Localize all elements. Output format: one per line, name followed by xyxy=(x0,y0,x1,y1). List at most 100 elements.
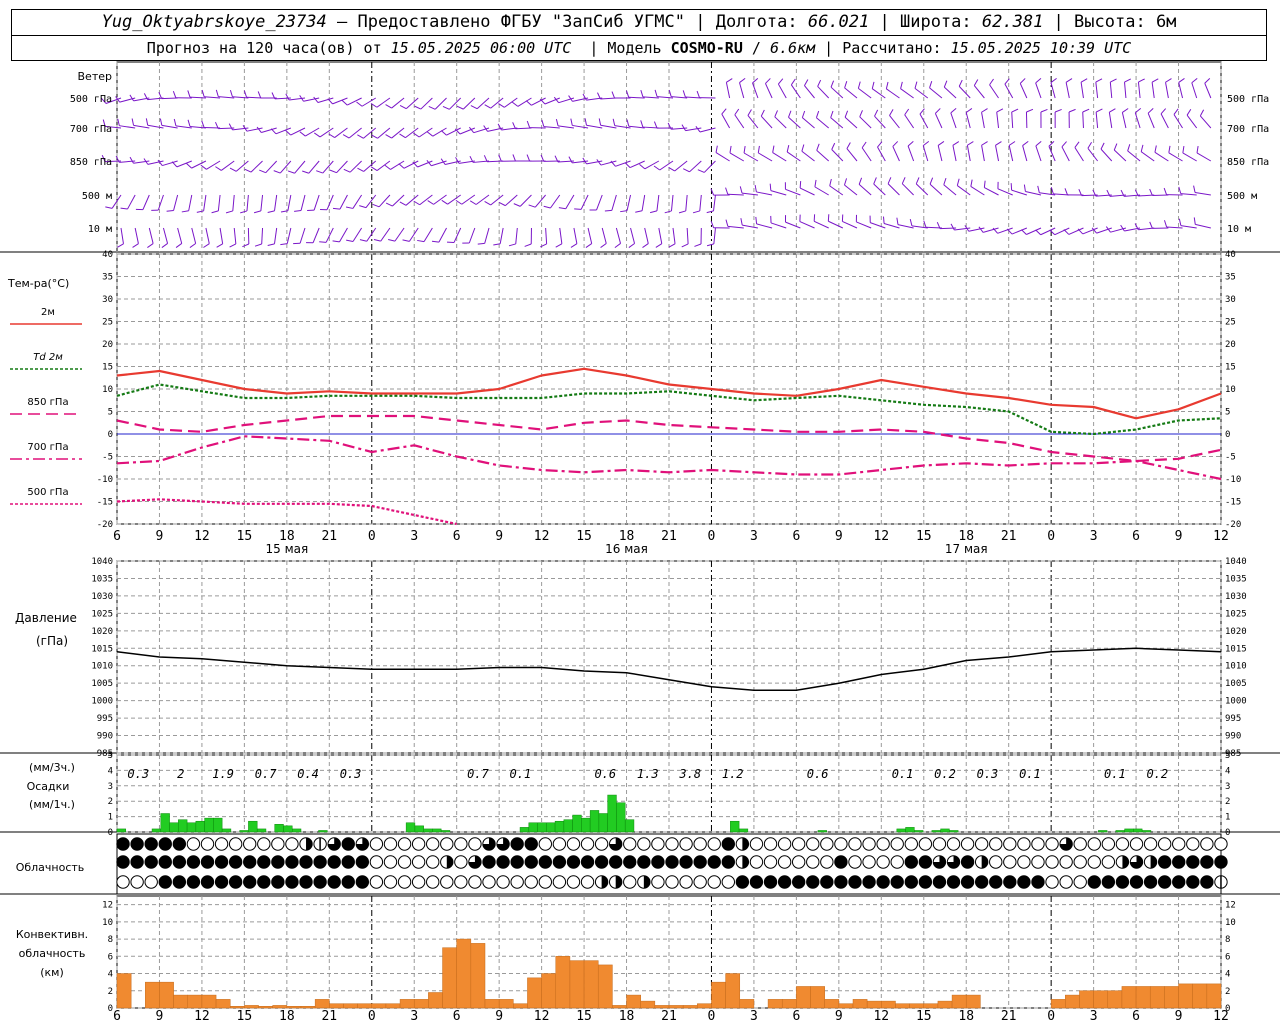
wind-barb-staff xyxy=(816,150,830,162)
hour-tick-label-bottom: 3 xyxy=(1090,1009,1098,1024)
wind-barb-feather xyxy=(228,123,233,131)
wind-barb-feather xyxy=(734,108,740,116)
cloud-symbol xyxy=(594,837,609,851)
wind-barb-feather xyxy=(1080,78,1088,83)
temp-series-line xyxy=(116,435,1222,481)
wind-barb-staff xyxy=(739,82,745,99)
conv-bar xyxy=(300,1006,316,1009)
wind-barb-feather xyxy=(915,177,920,185)
wind-barb-staff xyxy=(760,115,773,129)
wind-barb-feather xyxy=(626,119,630,127)
wind-barb-feather xyxy=(1068,108,1076,113)
wind-barb-feather xyxy=(543,205,551,209)
wind-barb-feather xyxy=(725,219,729,227)
conv-bar xyxy=(1149,986,1165,1009)
wind-barb-staff xyxy=(519,194,532,207)
wind-barb-staff xyxy=(734,114,745,129)
precip-bar xyxy=(204,817,214,833)
precip-bar xyxy=(318,830,328,833)
wind-barb-staff xyxy=(887,183,900,196)
hour-tick-label-bottom: 3 xyxy=(410,1009,418,1024)
wind-barb-staff xyxy=(325,227,334,243)
pres-tick-right: 1015 xyxy=(1225,644,1247,654)
wind-barb-staff xyxy=(671,96,688,99)
conv-bar xyxy=(739,999,755,1009)
precip-bar xyxy=(405,822,416,833)
wind-barb-staff xyxy=(377,127,391,139)
conv-bar xyxy=(838,1003,854,1009)
wind-barb-feather xyxy=(385,104,392,109)
precip-bar xyxy=(940,828,950,833)
cloud-symbol xyxy=(834,837,848,851)
wind-barb-feather xyxy=(584,118,587,126)
wind-level-left: 10 м xyxy=(88,224,112,235)
wind-barb-staff xyxy=(1204,83,1212,99)
cloud-symbol xyxy=(411,855,426,869)
wind-barb-feather xyxy=(772,145,775,153)
hour-tick-label: 6 xyxy=(1132,529,1140,544)
wind-barb-feather xyxy=(710,221,715,228)
hour-tick-label: 15 xyxy=(576,529,592,544)
pres-tick-right: 990 xyxy=(1225,732,1241,742)
wind-barb-feather xyxy=(524,243,532,247)
wind-barb-feather xyxy=(299,95,304,102)
wind-barb-feather xyxy=(157,159,163,166)
wind-barb-feather xyxy=(871,81,875,89)
wind-barb-feather xyxy=(215,89,219,97)
precip-bar xyxy=(151,828,162,833)
cloud-symbol xyxy=(468,837,482,851)
hour-tick-label-bottom: 12 xyxy=(1213,1009,1229,1024)
cloud-symbol xyxy=(1101,875,1116,889)
wind-barb-feather xyxy=(937,141,945,146)
precip-3h-label: 0.2 xyxy=(934,767,956,781)
wind-barb-feather xyxy=(469,200,477,205)
cloud-symbol xyxy=(257,875,271,889)
conv-bar xyxy=(145,981,160,1009)
wind-barb-feather xyxy=(950,223,955,231)
wind-barb-staff xyxy=(490,194,504,206)
cloud-symbol xyxy=(482,875,496,889)
wind-barb-feather xyxy=(187,90,191,98)
wind-barb-feather xyxy=(244,168,252,173)
wind-barb-feather xyxy=(1023,184,1026,192)
pressure-axis-label: Давление xyxy=(15,611,77,625)
pres-tick-left: 1035 xyxy=(91,574,113,584)
precip-bar xyxy=(256,828,267,833)
wind-barb-feather xyxy=(1065,78,1073,83)
wind-barb-feather xyxy=(814,179,817,187)
wind-barb-staff xyxy=(290,127,306,136)
wind-barb-feather xyxy=(1163,220,1168,228)
wind-barb-feather xyxy=(568,95,573,102)
wind-barb-staff xyxy=(287,194,292,211)
temp-tick-left: 25 xyxy=(102,318,113,328)
wind-barb-feather xyxy=(801,144,805,152)
cloud-symbol-half xyxy=(615,875,622,889)
conv-tick-left: 12 xyxy=(102,901,113,911)
wind-barb-staff xyxy=(984,187,999,196)
precip-label-mid: Осадки xyxy=(27,780,70,793)
conv-tick-right: 10 xyxy=(1225,918,1236,928)
conv-bar xyxy=(725,973,741,1009)
wind-barb-feather xyxy=(345,206,354,209)
cloud-symbol xyxy=(1143,875,1158,889)
conv-bar xyxy=(428,992,443,1009)
text-layer: Ветер 500 гПа 500 гПа 700 гПа 700 гПа 850 гПа… xyxy=(7,70,1269,1024)
cloud-symbol xyxy=(172,837,187,851)
cloud-symbol xyxy=(791,837,806,851)
wind-barb-feather xyxy=(1008,141,1016,146)
wind-barb-staff xyxy=(334,127,348,138)
cloud-symbol xyxy=(651,875,665,889)
wind-barb-feather xyxy=(861,141,867,149)
cloud-symbol xyxy=(158,875,172,889)
wind-barb-feather xyxy=(817,79,822,87)
wind-barb-staff xyxy=(1022,145,1028,162)
wind-title: Ветер xyxy=(78,70,112,83)
wind-barb-staff xyxy=(1040,227,1056,236)
wind-barb-staff xyxy=(1004,83,1014,99)
wind-barb-feather xyxy=(270,128,277,135)
conv-bar xyxy=(909,1003,925,1009)
wind-barb-staff xyxy=(246,194,249,211)
wind-barb-feather xyxy=(242,243,250,248)
wind-barb-feather xyxy=(752,77,759,84)
cloud-symbol xyxy=(749,837,764,851)
